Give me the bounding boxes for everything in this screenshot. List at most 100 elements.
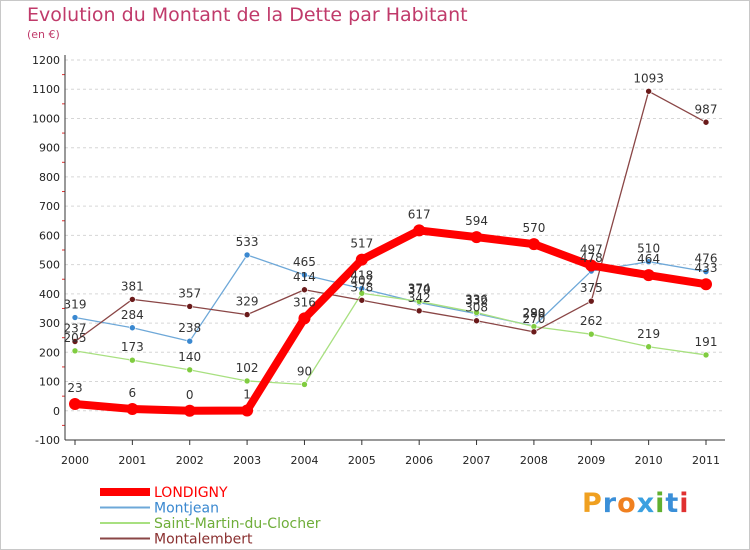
data-point-saint-martin-du-clocher-2010	[645, 343, 652, 351]
data-point-saint-martin-du-clocher-2005	[358, 289, 366, 297]
data-point-saint-martin-du-clocher-2009	[587, 330, 595, 338]
logo-letter: x	[636, 488, 656, 519]
data-label-montjean-2003: 533	[236, 235, 259, 249]
legend-label-londigny: LONDIGNY	[154, 485, 228, 501]
y-tick-label-400: 400	[39, 288, 60, 301]
chart-title: Evolution du Montant de la Dette par Hab…	[27, 4, 468, 26]
data-label-layer: 319 284 238 533 465 418 370 332 290 478 510 476 205 1…	[64, 71, 718, 401]
data-label-londigny-2006: 617	[408, 207, 431, 221]
data-label-saint-martin-du-clocher-2002: 140	[178, 350, 201, 364]
data-label-montjean-2004: 465	[293, 255, 316, 269]
data-point-saint-martin-du-clocher-2004	[301, 381, 308, 388]
data-label-saint-martin-du-clocher-2007: 336	[465, 293, 488, 307]
data-label-montalembert-2004: 414	[293, 270, 316, 284]
data-label-saint-martin-du-clocher-2009: 262	[580, 314, 603, 328]
data-label-londigny-2004: 316	[293, 295, 316, 309]
data-point-saint-martin-du-clocher-2001	[129, 356, 136, 364]
data-label-saint-martin-du-clocher-2005: 402	[350, 273, 373, 287]
data-point-montalembert-2009	[587, 297, 595, 305]
data-label-montalembert-2003: 329	[236, 295, 259, 309]
data-label-montalembert-2008: 270	[522, 312, 545, 326]
data-label-londigny-2000: 23	[67, 381, 82, 395]
data-label-londigny-2009: 497	[580, 242, 603, 256]
y-tick-label-300: 300	[39, 317, 60, 330]
y-tick-label-100: 100	[39, 376, 60, 389]
data-point-montalembert-2003	[243, 311, 251, 318]
data-point-montalembert-2001	[129, 296, 136, 303]
data-point-londigny-2008	[527, 238, 540, 251]
legend: LONDIGNYMontjeanSaint-Martin-du-ClocherM…	[100, 485, 321, 548]
data-label-montalembert-2010: 1093	[633, 71, 664, 85]
data-point-montalembert-2010	[645, 87, 652, 95]
x-tick-label-2000: 2000	[61, 454, 89, 467]
data-point-londigny-2006	[413, 224, 426, 237]
y-tick-label-600: 600	[39, 229, 60, 242]
data-point-saint-martin-du-clocher-2003	[243, 377, 251, 385]
x-tick-label-2005: 2005	[348, 454, 376, 467]
x-tick-label-2004: 2004	[290, 454, 318, 467]
data-point-montalembert-2005	[358, 296, 366, 304]
data-label-montjean-2002: 238	[178, 321, 201, 335]
data-label-saint-martin-du-clocher-2001: 173	[121, 340, 144, 354]
data-label-montjean-2011: 476	[695, 252, 718, 266]
y-tick-label-900: 900	[39, 142, 60, 155]
data-label-montalembert-2007: 308	[465, 301, 488, 315]
data-point-londigny-2003	[241, 404, 254, 417]
x-tick-label-2009: 2009	[577, 454, 605, 467]
legend-label-montalembert: Montalembert	[154, 532, 253, 548]
data-label-montjean-2001: 284	[121, 308, 144, 322]
y-tick-label-200: 200	[39, 346, 60, 359]
x-tick-label-2002: 2002	[176, 454, 204, 467]
unit-label: (en €)	[27, 28, 60, 41]
x-tick-label-2011: 2011	[692, 454, 720, 467]
x-tick-label-2007: 2007	[463, 454, 491, 467]
x-tick-label-2010: 2010	[635, 454, 663, 467]
logo-letter: t	[665, 488, 680, 519]
series-line-londigny	[71, 226, 710, 415]
y-tick-label-1000: 1000	[32, 112, 60, 125]
series-layer	[69, 87, 712, 417]
data-label-londigny-2005: 517	[350, 237, 373, 251]
data-label-montalembert-2001: 381	[121, 279, 144, 293]
data-point-montalembert-2004	[301, 286, 308, 294]
data-label-londigny-2003: 1	[243, 387, 251, 401]
data-label-montalembert-2011: 987	[695, 102, 718, 116]
data-point-montalembert-2002	[186, 303, 194, 310]
data-point-londigny-2000	[69, 398, 81, 411]
legend-label-montjean: Montjean	[154, 501, 219, 517]
data-point-londigny-2004	[298, 312, 311, 325]
data-label-londigny-2010: 464	[637, 252, 660, 266]
logo-letter: r	[602, 488, 618, 519]
data-label-montjean-2010: 510	[637, 242, 660, 256]
data-point-londigny-2010	[642, 269, 655, 282]
data-point-montjean-2010	[645, 258, 652, 265]
y-tick-label-1100: 1100	[32, 83, 60, 96]
data-point-montalembert-2011	[702, 118, 710, 126]
y-tick-label--100: -100	[35, 434, 60, 447]
data-label-montalembert-2000: 237	[64, 321, 87, 335]
series-line-montalembert	[74, 90, 707, 343]
data-point-londigny-2005	[355, 253, 368, 266]
data-label-londigny-2008: 570	[522, 221, 545, 235]
data-point-montjean-2003	[243, 251, 251, 259]
data-point-montjean-2000	[71, 314, 79, 321]
y-tick-label-1200: 1200	[32, 54, 60, 67]
data-label-saint-martin-du-clocher-2008: 288	[522, 307, 545, 321]
x-tick-label-2006: 2006	[405, 454, 433, 467]
data-label-londigny-2011: 433	[695, 261, 718, 275]
data-label-saint-martin-du-clocher-2010: 219	[637, 327, 660, 341]
logo-letter: i	[655, 488, 666, 519]
x-tick-label-2001: 2001	[118, 454, 146, 467]
data-point-londigny-2007	[470, 231, 483, 244]
data-point-montalembert-2007	[473, 317, 480, 325]
y-tick-label-500: 500	[39, 259, 60, 272]
data-label-saint-martin-du-clocher-2000: 205	[64, 331, 87, 345]
data-label-montalembert-2005: 378	[350, 280, 373, 294]
data-point-londigny-2001	[126, 403, 139, 416]
proxiti-logo: Proxiti	[582, 488, 690, 519]
data-point-londigny-2011	[700, 278, 712, 291]
y-tick-label-0: 0	[53, 405, 60, 418]
data-label-saint-martin-du-clocher-2006: 374	[408, 281, 431, 295]
x-tick-label-2003: 2003	[233, 454, 261, 467]
